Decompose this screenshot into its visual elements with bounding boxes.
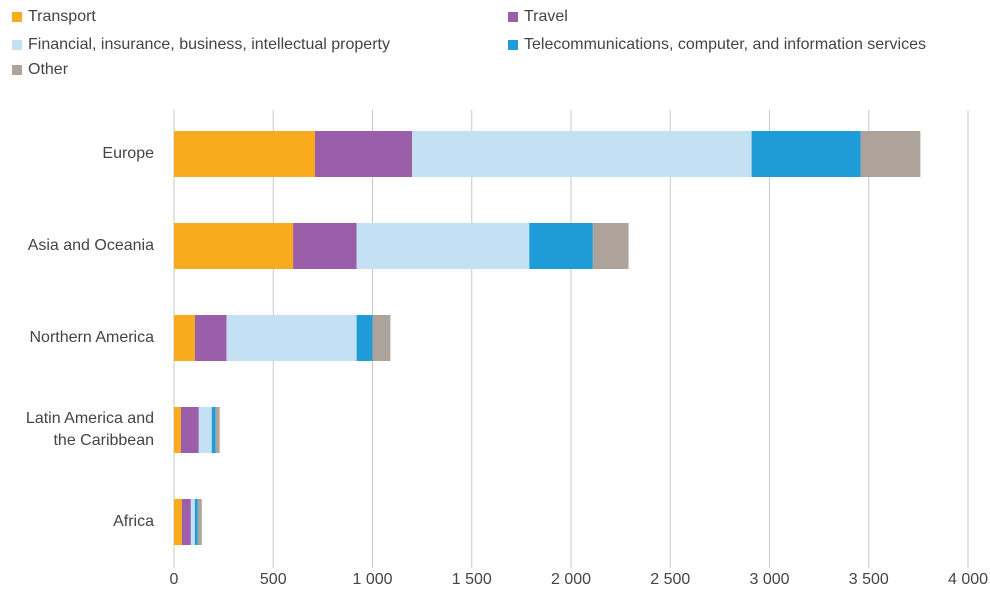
x-tick-label: 2 500 (650, 571, 690, 588)
bar-segment (174, 499, 182, 545)
bar-segment (174, 315, 195, 361)
y-tick-label: Northern America (29, 329, 155, 346)
bar-segment (194, 315, 227, 361)
bar-segment (860, 131, 921, 177)
bar-segment (197, 499, 202, 545)
bar-segment (198, 407, 212, 453)
legend-swatch (508, 40, 518, 50)
bar-segment (314, 131, 413, 177)
y-tick-label: Latin America and the Caribbean (25, 410, 154, 449)
legend-label: Telecommunications, computer, and inform… (524, 36, 926, 53)
bar-segment (751, 131, 861, 177)
bar-segment (194, 499, 198, 545)
bar-segment (211, 407, 216, 453)
bar-segment (174, 131, 315, 177)
y-tick-label: Asia and Oceania (27, 237, 154, 254)
bar-segment (529, 223, 593, 269)
legend-swatch (508, 12, 518, 22)
bar-segment (180, 407, 199, 453)
legend-swatch (12, 40, 22, 50)
legend-label: Transport (28, 8, 96, 25)
x-tick-label: 500 (260, 571, 287, 588)
bar-segment (293, 223, 357, 269)
bar-segment (412, 131, 752, 177)
x-tick-label: 1 500 (452, 571, 492, 588)
bar-segment (372, 315, 391, 361)
bar-segment (226, 315, 357, 361)
bar-segment (592, 223, 629, 269)
bar-segment (181, 499, 191, 545)
y-tick-label: Europe (102, 145, 154, 162)
bar-segment (174, 407, 181, 453)
legend-swatch (12, 12, 22, 22)
y-tick-label: Africa (113, 513, 154, 530)
x-tick-label: 3 000 (749, 571, 789, 588)
x-tick-label: 0 (170, 571, 179, 588)
bar-segment (190, 499, 195, 545)
x-tick-label: 4 000 (948, 571, 988, 588)
legend-label: Financial, insurance, business, intellec… (28, 36, 390, 53)
legend-swatch (12, 65, 22, 75)
legend-label: Other (28, 61, 69, 78)
x-tick-label: 3 500 (849, 571, 889, 588)
bar-segment (174, 223, 294, 269)
bar-segment (215, 407, 220, 453)
bar-segment (356, 315, 373, 361)
x-tick-label: 2 000 (551, 571, 591, 588)
bar-segment (356, 223, 530, 269)
legend-label: Travel (524, 8, 568, 25)
x-tick-label: 1 000 (352, 571, 392, 588)
